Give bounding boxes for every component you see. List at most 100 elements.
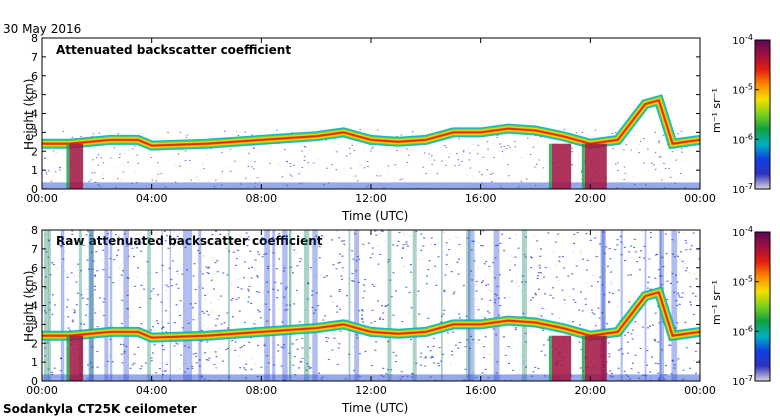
noise-pixel <box>461 161 463 162</box>
noise-pixel <box>696 154 699 156</box>
noise-pixel <box>432 345 435 347</box>
noise-pixel <box>198 365 201 367</box>
noise-pixel <box>150 272 153 274</box>
colorbar-tick-label: 10-4 <box>732 225 753 239</box>
noise-pixel <box>324 315 327 317</box>
noise-pixel <box>673 367 676 369</box>
noise-pixel <box>635 334 638 336</box>
noise-pixel <box>206 341 209 343</box>
noise-pixel <box>392 272 395 274</box>
noise-pixel <box>630 245 633 247</box>
noise-pixel <box>117 249 120 251</box>
noise-pixel <box>215 230 217 232</box>
noise-pixel <box>80 135 82 137</box>
noise-pixel <box>608 301 611 304</box>
noise-pixel <box>367 242 370 244</box>
noise-pixel <box>305 369 308 371</box>
noise-pixel <box>194 302 197 304</box>
noise-pixel <box>99 297 102 299</box>
noise-pixel <box>355 270 358 272</box>
noise-pixel <box>97 154 100 156</box>
noise-pixel <box>524 332 527 334</box>
noise-pixel <box>412 134 414 136</box>
noise-pixel <box>381 230 384 232</box>
noise-pixel <box>678 296 681 298</box>
x-tick-label: 16:00 <box>465 192 497 205</box>
noise-pixel <box>206 327 209 329</box>
noise-pixel <box>176 270 179 272</box>
y-tick-label: 1 <box>31 164 38 177</box>
noise-pixel <box>129 316 132 318</box>
noise-pixel <box>688 149 691 151</box>
noise-pixel <box>234 264 237 266</box>
noise-pixel <box>630 134 632 136</box>
noise-pixel <box>241 346 244 348</box>
noise-pixel <box>594 325 597 327</box>
noise-pixel <box>351 250 354 252</box>
noise-pixel <box>482 156 485 158</box>
noise-pixel <box>450 271 453 273</box>
noise-pixel <box>645 173 647 175</box>
noise-pixel <box>481 280 484 282</box>
noise-pixel <box>183 371 186 373</box>
noise-pixel <box>673 291 676 293</box>
noise-pixel <box>286 169 288 171</box>
noise-pixel <box>623 246 626 248</box>
noise-pixel <box>539 255 542 257</box>
noise-pixel <box>295 252 298 254</box>
noise-pixel <box>401 257 403 259</box>
noise-pixel <box>226 274 229 276</box>
noise-pixel <box>690 293 693 295</box>
noise-pixel <box>227 327 230 329</box>
noise-pixel <box>210 311 213 313</box>
noise-pixel <box>372 324 375 326</box>
noise-pixel <box>606 265 609 268</box>
noise-pixel <box>675 300 678 302</box>
noise-pixel <box>581 258 584 260</box>
noise-pixel <box>239 347 242 349</box>
noise-pixel <box>525 341 528 343</box>
y-tick-label: 8 <box>31 32 38 45</box>
noise-pixel <box>373 336 376 338</box>
noise-pixel <box>313 273 316 275</box>
noise-pixel <box>146 261 149 263</box>
noise-pixel <box>306 298 309 300</box>
noise-pixel <box>572 299 575 301</box>
noise-pixel <box>493 302 496 304</box>
noise-pixel <box>293 303 296 305</box>
noise-pixel <box>155 320 158 322</box>
noise-pixel <box>379 317 382 319</box>
noise-pixel <box>654 151 657 153</box>
noise-pixel <box>128 165 130 167</box>
noise-pixel <box>286 309 289 311</box>
noise-pixel <box>403 233 406 235</box>
noise-pixel <box>361 314 363 316</box>
noise-pixel <box>530 256 532 258</box>
noise-pixel <box>361 317 364 319</box>
noise-pixel <box>256 275 259 277</box>
noise-pixel <box>472 339 475 341</box>
noise-pixel <box>180 354 183 356</box>
noise-pixel <box>499 242 502 244</box>
noise-pixel <box>175 238 177 240</box>
noise-pixel <box>417 172 419 174</box>
noise-pixel <box>355 260 358 262</box>
noise-pixel <box>630 274 632 276</box>
noise-pixel <box>250 302 253 304</box>
noise-pixel <box>282 347 285 349</box>
colorbar-tick-label: 10-6 <box>732 324 753 338</box>
noise-pixel <box>451 354 454 356</box>
noise-pixel <box>96 270 99 272</box>
noise-pixel <box>210 148 213 150</box>
noise-pixel <box>638 323 640 325</box>
noise-pixel <box>336 305 338 307</box>
noise-pixel <box>594 129 597 131</box>
noise-pixel <box>448 239 451 241</box>
noise-pixel <box>650 356 653 358</box>
noise-pixel <box>637 372 640 374</box>
noise-pixel <box>539 272 542 274</box>
noise-pixel <box>475 284 478 286</box>
noise-pixel <box>415 145 417 147</box>
noise-pixel <box>485 260 488 263</box>
noise-pixel <box>509 269 511 271</box>
